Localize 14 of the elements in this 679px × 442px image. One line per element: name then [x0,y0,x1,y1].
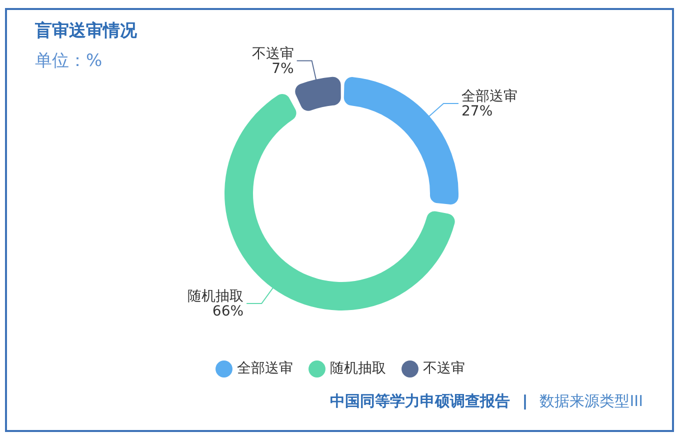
legend-label: 全部送审 [237,360,293,377]
legend-label: 不送审 [423,360,465,377]
slice-label: 不送审 [252,46,294,62]
slice-label: 全部送审 [462,88,518,105]
data-label: 66% [212,304,244,320]
data-label: 27% [462,104,493,120]
text: 数据来源类型III [540,391,643,411]
chart-subtitle: 单位：% [35,50,102,72]
text: 中国同等学力申硕调查报告 [330,391,510,411]
chart-title: 盲审送审情况 [35,20,137,42]
data-label: 7% [272,60,294,77]
text: | [522,391,528,411]
legend-label: 随机抽取 [330,360,386,377]
slice-label: 随机抽取 [188,288,244,305]
